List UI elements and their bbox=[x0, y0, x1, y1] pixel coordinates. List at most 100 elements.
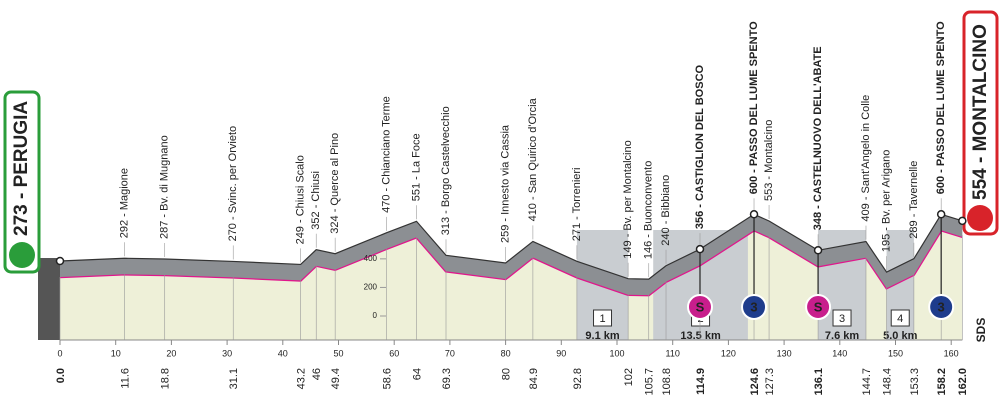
x-tick-label: 140 bbox=[832, 348, 847, 358]
km-label: 102 bbox=[623, 368, 635, 386]
km-label: 108.8 bbox=[661, 368, 673, 396]
km-label: 43.2 bbox=[296, 368, 308, 389]
point-label: 553 - Montalcino bbox=[763, 120, 775, 201]
point-label: 195 - Bv. per Arigano bbox=[880, 150, 892, 253]
point-label: 240 - Bibbiano bbox=[660, 175, 672, 246]
x-tick-label: 20 bbox=[166, 348, 176, 358]
marker-badge bbox=[928, 294, 955, 320]
point-label: 249 - Chiusi Scalo bbox=[295, 155, 307, 244]
marker-dot bbox=[749, 210, 759, 219]
sector-number: 4 bbox=[897, 313, 903, 325]
point-label: 259 - Innesto via Cassia bbox=[500, 124, 512, 243]
km-label: 84.9 bbox=[528, 368, 540, 389]
x-tick-label: 70 bbox=[445, 348, 455, 358]
km-label: 0.0 bbox=[55, 368, 67, 383]
marker-label: 3 bbox=[938, 299, 945, 314]
x-tick-label: 50 bbox=[333, 348, 343, 358]
sector-number: 3 bbox=[839, 313, 845, 325]
point-label: 149 - Bv. per Montalcino bbox=[622, 140, 634, 258]
sector-box bbox=[593, 309, 613, 327]
point-label: 271 - Torrenieri bbox=[571, 168, 583, 242]
marker-dot bbox=[695, 244, 705, 254]
km-label: 148.4 bbox=[881, 368, 893, 396]
sector-length: 5.0 km bbox=[883, 330, 917, 342]
point-label: 146 - Buonconvento bbox=[643, 161, 655, 259]
y-tick-label: 0 bbox=[373, 311, 378, 320]
point-label: 287 - Bv. di Mugnano bbox=[159, 135, 171, 239]
marker-badge bbox=[805, 294, 832, 320]
finish-box bbox=[962, 10, 999, 236]
km-label: 11.6 bbox=[120, 368, 132, 389]
x-tick-label: 130 bbox=[777, 348, 792, 358]
km-label: 31.1 bbox=[228, 368, 240, 389]
x-tick-label: 120 bbox=[721, 348, 736, 358]
point-label: 551 - La Foce bbox=[410, 133, 422, 201]
y-tick-label: 400 bbox=[364, 254, 378, 263]
point-label: 352 - Chiusi bbox=[310, 171, 322, 230]
km-label: 49.4 bbox=[330, 368, 342, 389]
start-block bbox=[38, 258, 60, 340]
point-label: 600 - PASSO DEL LUME SPENTO bbox=[748, 21, 760, 194]
km-label: 158.2 bbox=[936, 368, 948, 396]
x-tick-label: 0 bbox=[57, 348, 62, 358]
km-label: 18.8 bbox=[160, 368, 172, 389]
start-label: 273 - PERUGIA bbox=[11, 101, 32, 236]
start-box bbox=[3, 90, 41, 274]
x-tick-label: 150 bbox=[888, 348, 903, 358]
point-label: 289 - Tavernelle bbox=[908, 161, 920, 239]
profile-band bbox=[60, 214, 963, 296]
km-label: 144.7 bbox=[861, 368, 873, 396]
marker-label: 3 bbox=[750, 299, 757, 314]
sector-number: 1 bbox=[599, 313, 605, 325]
km-label: 162.0 bbox=[957, 368, 969, 396]
sector-length: 9.1 km bbox=[585, 330, 619, 342]
x-tick-label: 90 bbox=[556, 348, 566, 358]
marker-dot bbox=[813, 246, 823, 255]
x-tick-label: 100 bbox=[609, 348, 624, 358]
marker-label: S bbox=[814, 299, 823, 314]
sector-box bbox=[832, 309, 852, 327]
km-label: 124.6 bbox=[749, 368, 761, 396]
km-label: 153.3 bbox=[909, 368, 921, 396]
km-label: 127.3 bbox=[764, 368, 776, 396]
point-label: 410 - San Quirico d'Orcia bbox=[527, 97, 539, 221]
sector-length: 13.5 km bbox=[680, 330, 721, 342]
finish-icon bbox=[967, 205, 993, 231]
marker-label: S bbox=[696, 299, 705, 314]
x-tick-label: 30 bbox=[222, 348, 232, 358]
profile-line bbox=[59, 213, 963, 280]
point-label: 324 - Querce al Pino bbox=[329, 133, 341, 234]
start-icon bbox=[9, 242, 35, 268]
point-label: 292 - Magione bbox=[119, 168, 131, 238]
km-label: 80 bbox=[501, 368, 513, 380]
km-label: 105.7 bbox=[644, 368, 656, 396]
point-label: 409 - Sant'Angelo in Colle bbox=[860, 95, 872, 222]
x-tick-label: 40 bbox=[278, 348, 288, 358]
km-label: 58.6 bbox=[381, 368, 393, 389]
km-label: 92.8 bbox=[572, 368, 584, 389]
marker-dot bbox=[936, 210, 946, 219]
finish-label: 554 - MONTALCINO bbox=[970, 24, 991, 200]
start-point bbox=[55, 256, 65, 266]
km-label: 136.1 bbox=[813, 368, 825, 396]
x-tick-label: 110 bbox=[666, 348, 680, 358]
x-tick-label: 160 bbox=[944, 348, 959, 358]
x-tick-label: 60 bbox=[389, 348, 399, 358]
x-tick-label: 80 bbox=[501, 348, 511, 358]
km-label: 69.3 bbox=[441, 368, 453, 389]
marker-badge bbox=[686, 294, 713, 320]
sector-box bbox=[890, 309, 910, 327]
point-label: 348 - CASTELNUOVO DELL'ABATE bbox=[812, 46, 824, 230]
point-label: 470 - Chianciano Terme bbox=[380, 96, 392, 213]
marker-badge bbox=[741, 294, 768, 320]
x-tick-label: 10 bbox=[111, 348, 121, 358]
point-label: 600 - PASSO DEL LUME SPENTO bbox=[935, 21, 947, 194]
point-label: 313 - Borgo Castelvecchio bbox=[440, 106, 452, 235]
point-label: 356 - CASTIGLION DEL BOSCO bbox=[694, 64, 706, 229]
km-label: 46 bbox=[311, 368, 323, 380]
point-label: 270 - Svinc. per Orvieto bbox=[227, 126, 239, 242]
y-tick-label: 200 bbox=[364, 283, 378, 292]
sector-length: 7.6 km bbox=[825, 330, 859, 342]
km-label: 64 bbox=[411, 368, 423, 380]
